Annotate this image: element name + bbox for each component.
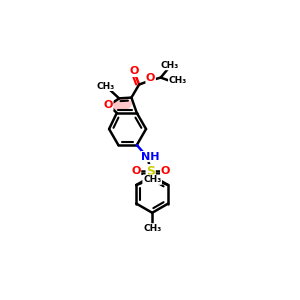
Text: O: O: [131, 166, 141, 176]
Text: CH₃: CH₃: [97, 82, 115, 91]
Text: CH₃: CH₃: [143, 175, 161, 184]
Text: O: O: [130, 66, 139, 76]
Text: CH₃: CH₃: [143, 224, 161, 233]
Text: O: O: [146, 73, 155, 83]
Text: S: S: [146, 165, 155, 178]
Text: NH: NH: [141, 152, 160, 162]
Text: CH₃: CH₃: [160, 61, 178, 70]
Text: CH₃: CH₃: [169, 76, 187, 85]
Text: O: O: [103, 100, 113, 110]
Ellipse shape: [112, 98, 132, 111]
Text: CH₃: CH₃: [143, 175, 161, 184]
Text: O: O: [160, 166, 170, 176]
